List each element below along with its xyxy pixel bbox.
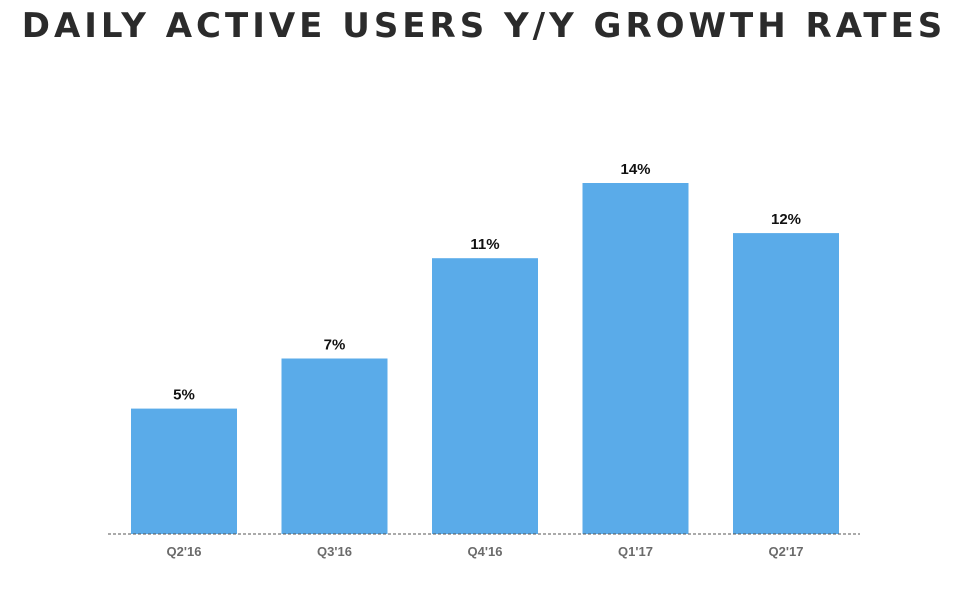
bar-4 [733, 233, 839, 534]
bar-value-label: 12% [771, 211, 801, 228]
bar-value-label: 11% [470, 236, 499, 253]
tick-labels-group: Q2'16 Q3'16 Q4'16 Q1'17 Q2'17 [167, 544, 804, 559]
x-tick-label: Q4'16 [468, 544, 503, 559]
bar-2 [432, 258, 538, 534]
bar-value-label: 5% [173, 387, 195, 404]
bar-value-label: 14% [620, 161, 650, 178]
x-tick-label: Q2'16 [167, 544, 202, 559]
bar-0 [131, 408, 237, 534]
bar-value-label: 7% [324, 337, 346, 354]
bars-group [131, 183, 839, 534]
chart-title: DAILY ACTIVE USERS Y/Y GROWTH RATES [21, 6, 947, 46]
value-labels-group: 5% 7% 11% 14% 12% [173, 161, 801, 404]
x-tick-label: Q2'17 [769, 544, 804, 559]
bar-1 [281, 358, 388, 534]
bar-3 [582, 183, 689, 534]
x-tick-label: Q1'17 [618, 544, 653, 559]
x-tick-label: Q3'16 [317, 544, 352, 559]
